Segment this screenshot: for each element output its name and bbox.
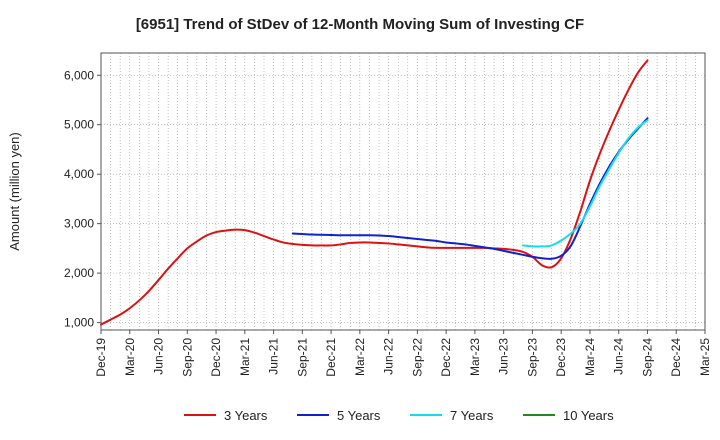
- y-tick-label: 1,000: [64, 316, 94, 330]
- y-tick-label: 3,000: [64, 217, 94, 231]
- series-line-3-years: [100, 59, 649, 326]
- x-tick-label: Sep-22: [410, 338, 424, 377]
- x-tick-label: Jun-23: [497, 338, 511, 375]
- x-tick-label: Dec-20: [209, 338, 223, 377]
- x-tick-label: Mar-23: [468, 338, 482, 376]
- x-axis: Dec-19 Mar-20 Jun-20 Sep-20 Dec-20 Mar-21 Jun-…: [94, 330, 712, 377]
- plot-frame: [100, 52, 706, 331]
- plot-area: [101, 53, 705, 330]
- x-tick-label: Mar-21: [238, 338, 252, 376]
- x-tick-label: Jun-22: [382, 338, 396, 375]
- x-tick-label: Jun-24: [612, 338, 626, 375]
- x-tick-label: Dec-21: [324, 338, 338, 377]
- y-tick-label: 2,000: [64, 266, 94, 280]
- y-axis: 1,000 2,000 3,000 4,000 5,000 6,000: [64, 68, 101, 330]
- x-tick-label: Mar-25: [698, 338, 712, 376]
- legend-label-7-years: 7 Years: [450, 408, 494, 423]
- x-tick-label: Dec-24: [669, 338, 683, 377]
- y-tick-label: 5,000: [64, 118, 94, 132]
- y-tick-label: 4,000: [64, 167, 94, 181]
- x-tick-label: Dec-19: [94, 338, 108, 377]
- y-tick-label: 6,000: [64, 68, 94, 82]
- x-tick-label: Sep-24: [640, 338, 654, 377]
- x-tick-label: Dec-23: [554, 338, 568, 377]
- y-axis-title: Amount (million yen): [7, 132, 22, 251]
- chart-title: [6951] Trend of StDev of 12-Month Moving…: [135, 16, 585, 33]
- x-tick-label: Jun-21: [267, 338, 281, 375]
- x-tick-label: Mar-24: [583, 338, 597, 376]
- x-tick-label: Mar-20: [123, 338, 137, 376]
- series-line-7-years: [521, 119, 649, 248]
- series-line-5-years: [291, 117, 649, 260]
- legend-label-5-years: 5 Years: [337, 408, 381, 423]
- legend-label-10-years: 10 Years: [563, 408, 614, 423]
- x-tick-label: Sep-21: [295, 338, 309, 377]
- x-tick-label: Sep-20: [180, 338, 194, 377]
- legend: 3 Years 5 Years 7 Years 10 Years: [184, 408, 614, 423]
- series-lines: [100, 59, 649, 326]
- x-tick-label: Dec-22: [439, 338, 453, 377]
- legend-label-3-years: 3 Years: [224, 408, 268, 423]
- x-tick-label: Mar-22: [353, 338, 367, 376]
- x-tick-label: Jun-20: [152, 338, 166, 375]
- x-tick-label: Sep-23: [525, 338, 539, 377]
